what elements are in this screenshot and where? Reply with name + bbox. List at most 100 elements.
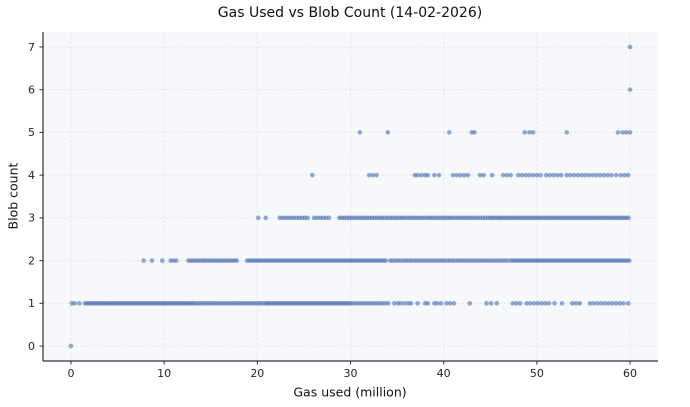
data-point [530,172,536,178]
data-point [432,172,437,178]
x-tick-label: 60 [623,367,637,380]
data-point [436,172,442,178]
data-point [374,172,379,178]
data-point [383,258,389,263]
data-point [625,301,631,306]
data-point [602,301,608,306]
data-point [385,130,391,135]
data-point [263,215,269,221]
data-point [531,301,537,306]
data-point [559,301,565,306]
data-point [519,172,525,178]
data-point [408,301,414,306]
data-point [419,172,424,178]
data-point [149,258,155,263]
data-point [555,172,560,178]
data-point [523,172,528,178]
data-point [488,301,494,306]
data-point [255,215,261,221]
data-point [461,172,467,178]
data-point [517,301,523,306]
data-point [472,130,477,135]
data-point [627,258,632,263]
data-point [465,172,471,178]
data-point [450,172,456,178]
data-point [173,258,179,263]
data-point [625,172,631,178]
data-point [606,301,611,306]
data-point [618,172,624,178]
y-tick-label: 3 [28,212,35,225]
data-point [587,301,593,306]
data-point [558,172,564,178]
data-point [542,301,548,306]
data-point [385,301,391,306]
y-tick-label: 2 [28,254,35,267]
y-tick-label: 0 [28,340,35,353]
data-point [547,172,553,178]
y-tick-label: 7 [28,41,35,54]
data-point [597,172,603,178]
data-point [434,301,440,306]
data-point [510,301,515,306]
data-point [615,130,621,135]
y-tick-label: 5 [28,126,35,139]
x-tick-label: 20 [250,367,264,380]
data-point [481,172,487,178]
data-point [141,258,146,263]
data-point [617,301,623,306]
data-point [543,172,549,178]
x-tick-label: 10 [157,367,171,380]
x-axis-label: Gas used (million) [293,384,407,400]
data-point [484,301,489,306]
chart-title: Gas Used vs Blob Count (14-02-2026) [217,5,483,21]
data-point [552,301,557,306]
data-point [454,172,460,178]
data-point [357,130,363,135]
data-point [564,130,569,135]
data-point [504,172,510,178]
data-point [370,172,376,178]
data-point [489,172,495,178]
data-point [590,172,596,178]
data-point [568,172,573,178]
data-point [458,172,463,178]
data-point [627,87,633,92]
data-point [573,301,579,306]
data-point [613,301,619,306]
data-point [514,301,519,306]
data-point [601,172,607,178]
data-point [522,130,528,135]
data-point [68,343,74,349]
data-point [438,301,444,306]
data-point [515,172,521,178]
data-point [501,172,506,178]
data-point [627,44,633,50]
data-point [77,301,82,306]
data-point [610,301,615,306]
data-point [72,301,77,306]
data-point [494,301,500,306]
data-point [627,130,633,135]
data-point [609,172,614,178]
y-tick-label: 4 [28,169,35,182]
data-point [527,172,532,178]
data-point [577,301,583,306]
data-point [444,301,449,306]
data-point [415,301,420,306]
data-point [366,172,372,178]
data-point [415,172,420,178]
data-point [508,172,514,178]
y-axis-label: Blob count [5,162,21,230]
data-point [534,172,540,178]
data-point [398,301,404,306]
data-point [539,301,544,306]
data-point [305,215,310,221]
data-point [446,130,452,135]
data-point [524,301,529,306]
data-point [594,172,599,178]
x-tick-label: 40 [437,367,451,380]
data-point [467,301,473,306]
data-point [583,172,588,178]
